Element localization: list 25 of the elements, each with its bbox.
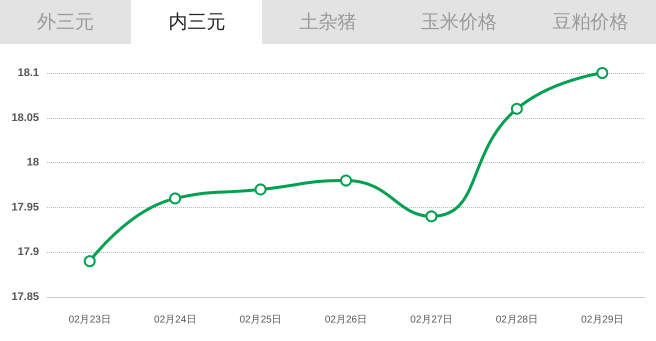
text: 土杂猪 bbox=[262, 0, 394, 44]
x-tick-label: 02月25日 bbox=[239, 314, 282, 326]
y-tick-label: 18.1 bbox=[18, 67, 39, 79]
y-tick-label: 18.05 bbox=[11, 112, 39, 124]
point bbox=[169, 192, 182, 204]
text: 外三元 bbox=[0, 0, 132, 44]
x-tick-label: 02月26日 bbox=[324, 314, 368, 326]
point bbox=[596, 67, 608, 79]
text: 豆粕价格 bbox=[524, 0, 656, 44]
text: 内三元 bbox=[131, 0, 262, 44]
point bbox=[425, 210, 438, 222]
y-tick-label: 18 bbox=[26, 156, 39, 169]
x-tick-label: 02月29日 bbox=[581, 314, 624, 326]
text: 玉米价格 bbox=[394, 0, 525, 44]
x-tick-label: 02月27日 bbox=[410, 314, 453, 326]
y-tick-label: 17.9 bbox=[18, 246, 39, 258]
y-tick-label: 17.95 bbox=[11, 201, 39, 214]
point bbox=[510, 102, 523, 115]
x-tick-label: 02月24日 bbox=[154, 314, 196, 326]
point bbox=[84, 255, 96, 268]
x-tick-label: 02月23日 bbox=[68, 314, 111, 326]
y-tick-label: 17.85 bbox=[11, 291, 39, 303]
point bbox=[340, 174, 352, 187]
point bbox=[254, 183, 267, 196]
x-tick-label: 02月28日 bbox=[496, 314, 538, 326]
